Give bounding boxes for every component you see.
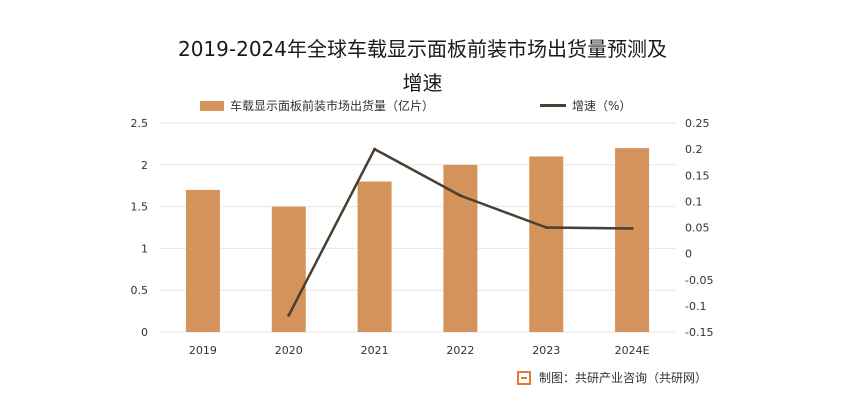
bar-2024E — [615, 148, 650, 332]
y-left-tick-label: 1 — [141, 242, 148, 255]
bar-2019 — [185, 189, 220, 332]
x-tick-label: 2024E — [615, 344, 650, 357]
y-left-tick-label: 0 — [141, 326, 148, 339]
legend-bar-swatch — [200, 100, 224, 111]
chart-title-line-2: 增速 — [402, 71, 443, 95]
y-right-tick-label: 0.25 — [685, 117, 710, 130]
y-left-tick-label: 1.5 — [131, 201, 149, 214]
legend-item-bars: 车载显示面板前装市场出货量（亿片） — [200, 97, 434, 114]
y-right-tick-label: 0.15 — [685, 169, 710, 182]
growth-rate-point — [373, 147, 377, 151]
y-left-tick-label: 2 — [141, 159, 148, 172]
growth-rate-point — [544, 226, 548, 229]
x-tick-label: 2023 — [532, 344, 560, 357]
legend-line-swatch — [540, 104, 566, 107]
legend-item-line: 增速（%） — [540, 97, 631, 114]
legend-line-label: 增速（%） — [572, 99, 632, 113]
y-left-tick-label: 2.5 — [131, 117, 149, 130]
growth-rate-point — [630, 227, 634, 231]
y-right-tick-label: -0.15 — [685, 326, 713, 339]
y-right-tick-label: 0 — [685, 248, 692, 261]
bar-2020 — [271, 206, 306, 332]
source-note: 制图：共研产业咨询（共研网） — [516, 369, 707, 386]
growth-rate-point — [458, 194, 462, 198]
brand-logo-icon — [516, 370, 531, 385]
x-tick-label: 2021 — [361, 344, 389, 357]
legend-bar-label: 车载显示面板前装市场出货量（亿片） — [230, 99, 435, 113]
bar-2023 — [529, 156, 564, 332]
y-right-tick-label: 0.1 — [685, 195, 703, 208]
y-right-tick-label: 0.05 — [685, 222, 710, 235]
x-tick-label: 2019 — [189, 344, 217, 357]
chart-title: 2019-2024年全球车载显示面板前装市场出货量预测及 增速 — [0, 32, 845, 100]
y-left-tick-label: 0.5 — [131, 284, 149, 297]
chart-title-line-1: 2019-2024年全球车载显示面板前装市场出货量预测及 — [177, 37, 667, 61]
bar-2021 — [357, 181, 392, 332]
x-tick-label: 2020 — [275, 344, 303, 357]
x-tick-label: 2022 — [446, 344, 474, 357]
growth-rate-point — [287, 313, 291, 317]
bar-2022 — [443, 164, 478, 332]
y-right-tick-label: -0.05 — [685, 274, 713, 287]
y-right-tick-label: -0.1 — [685, 300, 706, 313]
source-text: 制图：共研产业咨询（共研网） — [538, 371, 707, 385]
y-right-tick-label: 0.2 — [685, 143, 703, 156]
